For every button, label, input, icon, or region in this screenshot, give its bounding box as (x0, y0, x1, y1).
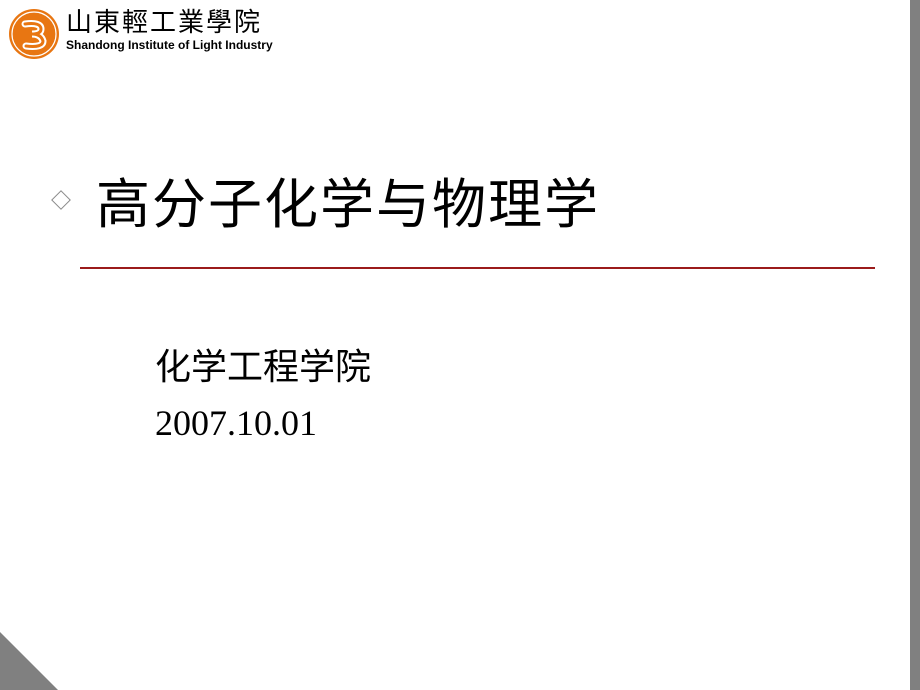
subtitle-block: 化学工程学院 2007.10.01 (155, 340, 371, 452)
title-underline (80, 267, 875, 269)
title-row: 高分子化学与物理学 (80, 160, 875, 239)
logo-text-block: 山東輕工業學院 Shandong Institute of Light Indu… (66, 8, 273, 52)
logo-name-cn: 山東輕工業學院 (66, 10, 273, 36)
subtitle-line-2: 2007.10.01 (155, 396, 371, 452)
title-block: 高分子化学与物理学 (80, 160, 875, 269)
right-accent-bar (910, 0, 920, 690)
logo-area: 山東輕工業學院 Shandong Institute of Light Indu… (8, 8, 273, 60)
slide-title: 高分子化学与物理学 (96, 160, 600, 239)
bullet-icon (51, 190, 71, 210)
corner-accent-triangle (0, 632, 58, 690)
institution-logo-icon (8, 8, 60, 60)
logo-name-en: Shandong Institute of Light Industry (66, 38, 273, 52)
subtitle-line-1: 化学工程学院 (155, 340, 371, 396)
